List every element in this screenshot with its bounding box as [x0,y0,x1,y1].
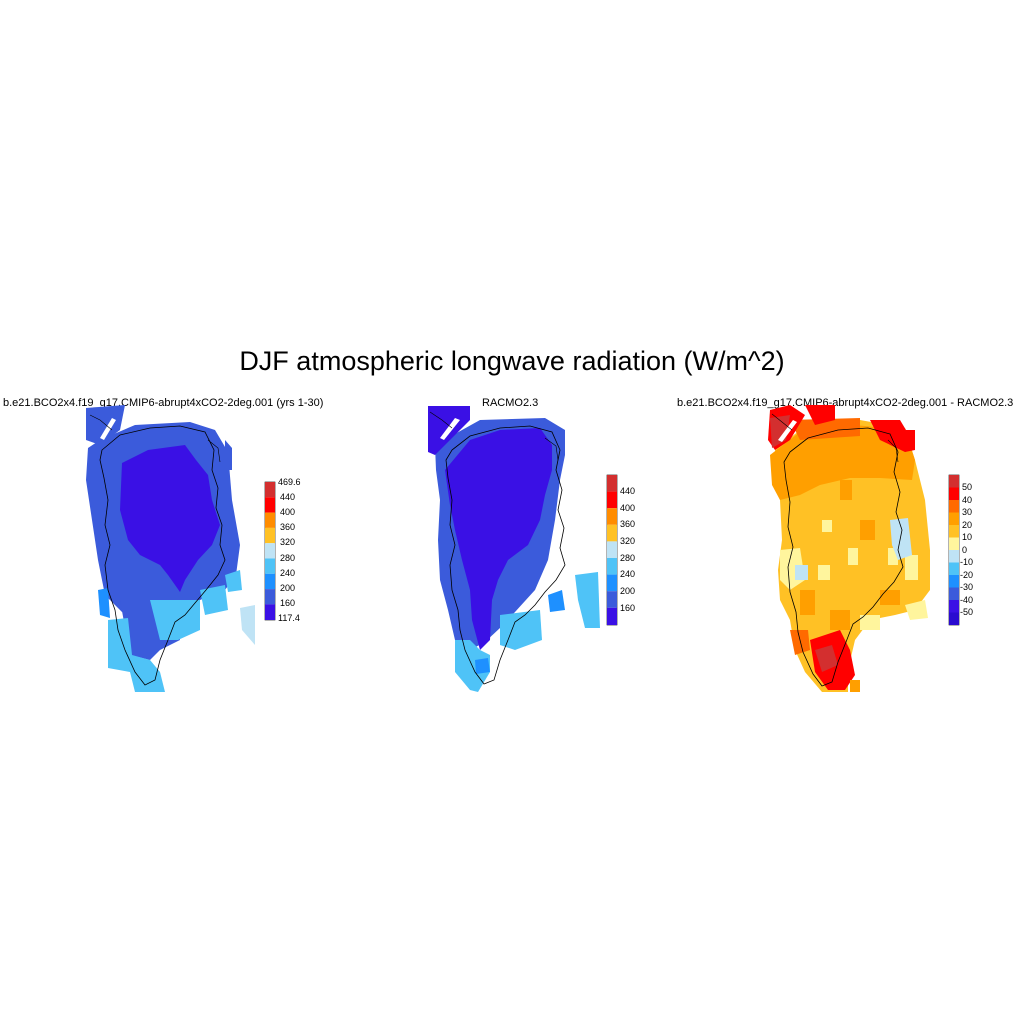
cb1-label: 469.6 [278,477,301,487]
panel-1-colorbar: 469.6 440 400 360 320 280 240 200 160 11… [264,477,301,623]
cb3-label: -10 [960,557,973,567]
cb2-label: 440 [620,486,635,496]
cb3-label: 10 [962,532,972,542]
panel-3-map [768,405,930,692]
cb2-label: 320 [620,536,635,546]
cb1-label: 117.4 [278,613,300,623]
cb2-label: 360 [620,519,635,529]
cb1-label: 200 [280,583,295,593]
cb2-label: 400 [620,503,635,513]
cb2-label: 240 [620,569,635,579]
cb1-label: 440 [280,492,295,502]
cb3-label: -50 [960,607,973,617]
cb3-label: 30 [962,507,972,517]
cb3-label: 40 [962,495,972,505]
cb1-label: 240 [280,568,295,578]
cb3-label: 50 [962,482,972,492]
cb1-label: 320 [280,537,295,547]
cb1-label: 280 [280,553,295,563]
panel-1-map [86,405,255,692]
cb3-label: -40 [960,595,973,605]
cb2-label: 200 [620,586,635,596]
panel-1-title: b.e21.BCO2x4.f19_g17.CMIP6-abrupt4xCO2-2… [3,397,324,409]
panel-3-title: b.e21.BCO2x4.f19_g17.CMIP6-abrupt4xCO2-2… [677,397,1014,409]
cb1-label: 400 [280,507,295,517]
cb3-label: -20 [960,570,973,580]
cb3-label: -30 [960,582,973,592]
cb1-label: 160 [280,598,295,608]
panel-2-map [428,406,600,692]
panel-3-colorbar: 50 40 30 20 10 0 -10 -20 -30 -40 -50 [948,474,973,626]
cb3-label: 20 [962,520,972,530]
cb2-label: 160 [620,603,635,613]
figure-title: DJF atmospheric longwave radiation (W/m^… [239,346,785,376]
cb3-label: 0 [962,545,967,555]
panel-2-colorbar: 440 400 360 320 280 240 200 160 [606,474,635,626]
cb2-label: 280 [620,553,635,563]
panel-2-title: RACMO2.3 [482,397,539,409]
cb1-label: 360 [280,522,295,532]
